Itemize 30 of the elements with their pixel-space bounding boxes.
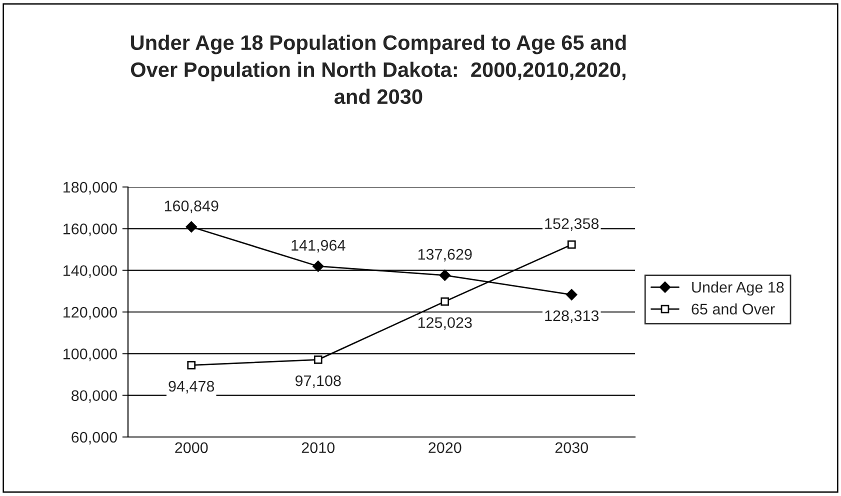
y-tick-label: 60,000: [72, 432, 117, 444]
data-label: 160,849: [164, 200, 218, 214]
y-tick-label: 160,000: [64, 224, 117, 236]
data-label: 128,313: [545, 310, 599, 323]
legend-label: 65 and Over: [692, 303, 775, 315]
data-label: 137,629: [418, 248, 472, 262]
point: [567, 240, 576, 249]
y-tick-label: 180,000: [64, 182, 117, 194]
chart-title: Under Age 18 Population Compared to Age 65 and Over Population in North Dakota: 2000,2010,2020, and 2030: [130, 34, 626, 104]
point: [187, 361, 196, 370]
point: [440, 297, 450, 306]
data-label: 141,964: [292, 240, 346, 253]
data-label: 152,358: [545, 218, 599, 231]
y-tick-label: 140,000: [64, 265, 117, 278]
y-tick-label: 80,000: [72, 390, 117, 403]
data-label: 94,478: [168, 380, 214, 394]
data-label: 125,023: [418, 317, 472, 330]
point: [439, 270, 450, 281]
point: [314, 356, 322, 364]
x-tick-label: 2010: [302, 442, 335, 454]
point: [186, 221, 197, 233]
point: [312, 260, 324, 272]
y-tick-label: 120,000: [64, 306, 117, 320]
point: [566, 289, 578, 300]
legend-label: Under Age 18: [692, 281, 784, 296]
data-label: 97,108: [295, 375, 341, 388]
x-tick-label: 2030: [555, 442, 588, 454]
x-tick-label: 2000: [175, 442, 208, 454]
x-tick-label: 2020: [428, 442, 462, 454]
y-tick-label: 100,000: [64, 348, 117, 362]
